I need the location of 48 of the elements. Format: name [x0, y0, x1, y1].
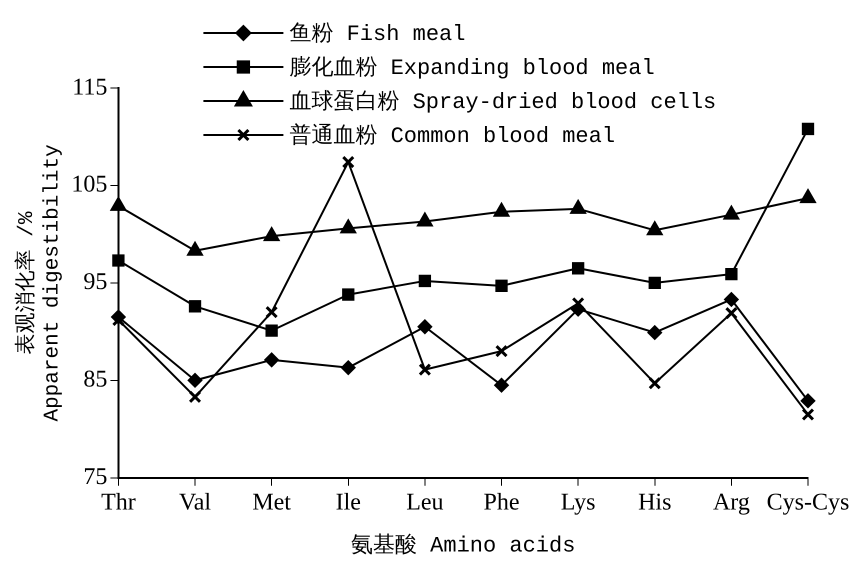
point — [265, 324, 278, 337]
x-tick-label: Phe — [484, 489, 520, 516]
point — [342, 156, 355, 169]
point — [188, 372, 203, 388]
x-tick-label: Ile — [336, 489, 361, 516]
point — [417, 319, 432, 334]
legend-label: 普通血粉 Common blood meal — [289, 122, 616, 149]
point — [112, 254, 125, 267]
point — [340, 360, 356, 376]
legend-label: 血球蛋白粉 Spray-dried blood cells — [289, 88, 716, 115]
x-axis-title: 氨基酸 Amino acids — [350, 532, 576, 559]
y-tick-label: 75 — [83, 464, 108, 490]
x-tick-label: Thr — [101, 489, 136, 516]
point — [264, 352, 280, 368]
x-tick-label: Leu — [406, 489, 444, 516]
text: 表观消化率 /% — [16, 211, 40, 354]
point — [418, 363, 432, 376]
point — [342, 288, 354, 301]
point — [265, 306, 278, 319]
legend-label: 鱼粉 Fish meal — [289, 22, 466, 47]
point — [495, 280, 508, 292]
point — [802, 408, 814, 421]
x-tick-label: Arg — [712, 489, 750, 516]
y-tick-label: 115 — [72, 74, 108, 100]
point — [494, 378, 510, 393]
x-tick-label: Cys-Cys — [766, 489, 850, 516]
y-tick-label: 95 — [83, 269, 108, 296]
y-tick-label: 105 — [71, 172, 108, 198]
point — [572, 262, 584, 274]
point — [188, 300, 202, 312]
point — [647, 325, 662, 340]
point — [495, 344, 508, 358]
point — [725, 268, 738, 280]
point — [800, 393, 816, 408]
x-tick-label: Met — [252, 489, 292, 516]
x-tick-label: Lys — [560, 489, 596, 516]
text: Apparent digestibility — [41, 144, 64, 422]
y-tick-label: 85 — [83, 366, 108, 393]
point — [802, 122, 814, 136]
point — [724, 306, 738, 320]
point — [188, 390, 202, 404]
point — [648, 276, 661, 290]
legend-label: 膨化血粉 Expanding blood meal — [289, 54, 655, 81]
point — [418, 274, 432, 288]
x-tick-label: Val — [179, 489, 212, 516]
x-tick-label: His — [638, 489, 672, 516]
point — [648, 376, 662, 390]
point — [724, 292, 739, 307]
